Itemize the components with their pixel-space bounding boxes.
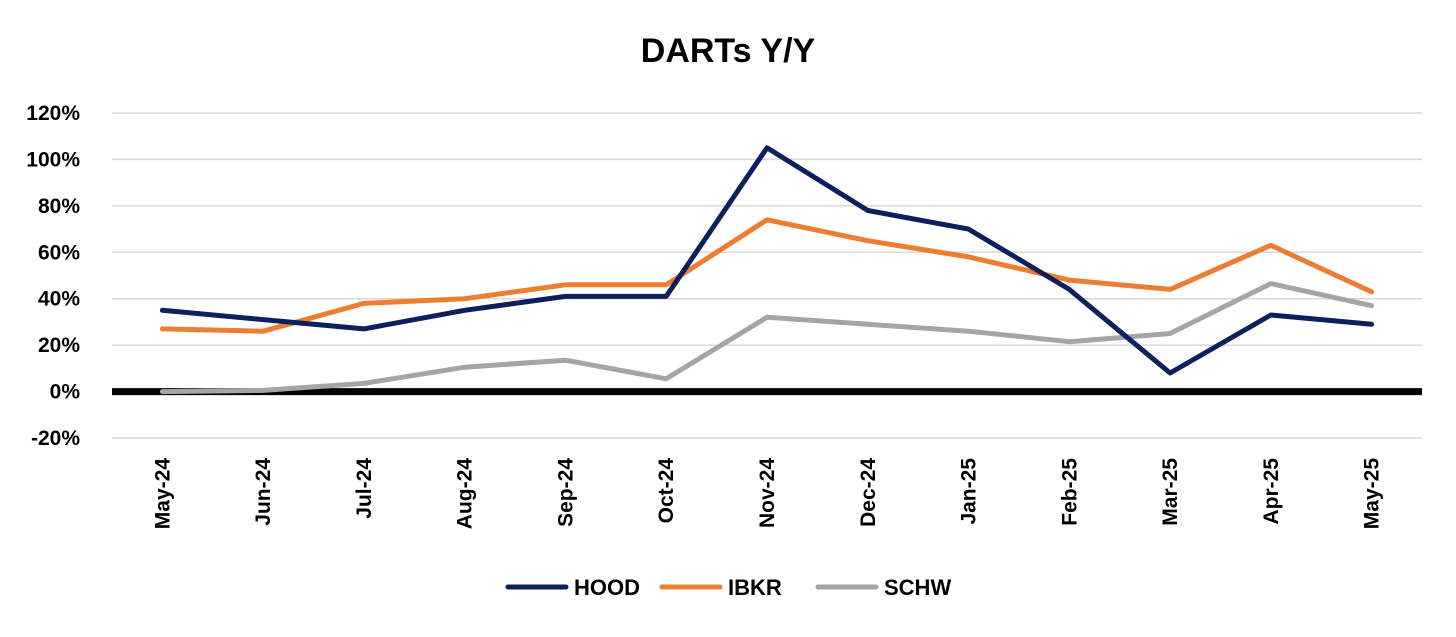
y-tick-label: 100% (26, 148, 80, 171)
x-tick-label: Jul-24 (353, 458, 376, 519)
legend: HOOD IBKR SCHW (505, 575, 951, 600)
y-tick-label: 40% (38, 288, 80, 311)
y-axis-ticks: -20% 0% 20% 40% 60% 80% 100% 120% (26, 102, 80, 450)
legend-label-hood: HOOD (574, 575, 640, 600)
y-tick-label: -20% (31, 427, 80, 450)
legend-label-schw: SCHW (884, 575, 951, 600)
series-line-schw (159, 281, 1375, 395)
y-tick-label: 20% (38, 334, 80, 357)
x-tick-label: Dec-24 (857, 458, 880, 527)
x-tick-label: Aug-24 (454, 458, 477, 529)
series-line-ibkr (159, 217, 1375, 334)
gridlines (112, 112, 1422, 439)
y-tick-label: 80% (38, 195, 80, 218)
x-tick-label: Feb-25 (1058, 458, 1081, 526)
x-tick-label: May-24 (151, 458, 174, 530)
y-tick-label: 60% (38, 241, 80, 264)
series-line-hood (159, 145, 1375, 376)
x-tick-label: Apr-25 (1260, 458, 1283, 525)
x-tick-label: May-25 (1361, 458, 1384, 530)
legend-label-ibkr: IBKR (728, 575, 782, 600)
x-tick-label: Mar-25 (1159, 458, 1182, 526)
x-axis-ticks: May-24 Jun-24 Jul-24 Aug-24 Sep-24 Oct-24 Nov-… (151, 458, 1383, 530)
y-tick-label: 120% (26, 102, 80, 125)
chart-title: DARTs Y/Y (641, 32, 816, 70)
x-tick-label: Sep-24 (554, 458, 577, 527)
x-tick-label: Jun-24 (252, 458, 275, 526)
series-lines (159, 145, 1375, 395)
x-tick-label: Jan-25 (958, 458, 981, 525)
y-tick-label: 0% (50, 381, 81, 404)
x-tick-label: Nov-24 (756, 458, 779, 528)
x-tick-label: Oct-24 (655, 458, 678, 524)
